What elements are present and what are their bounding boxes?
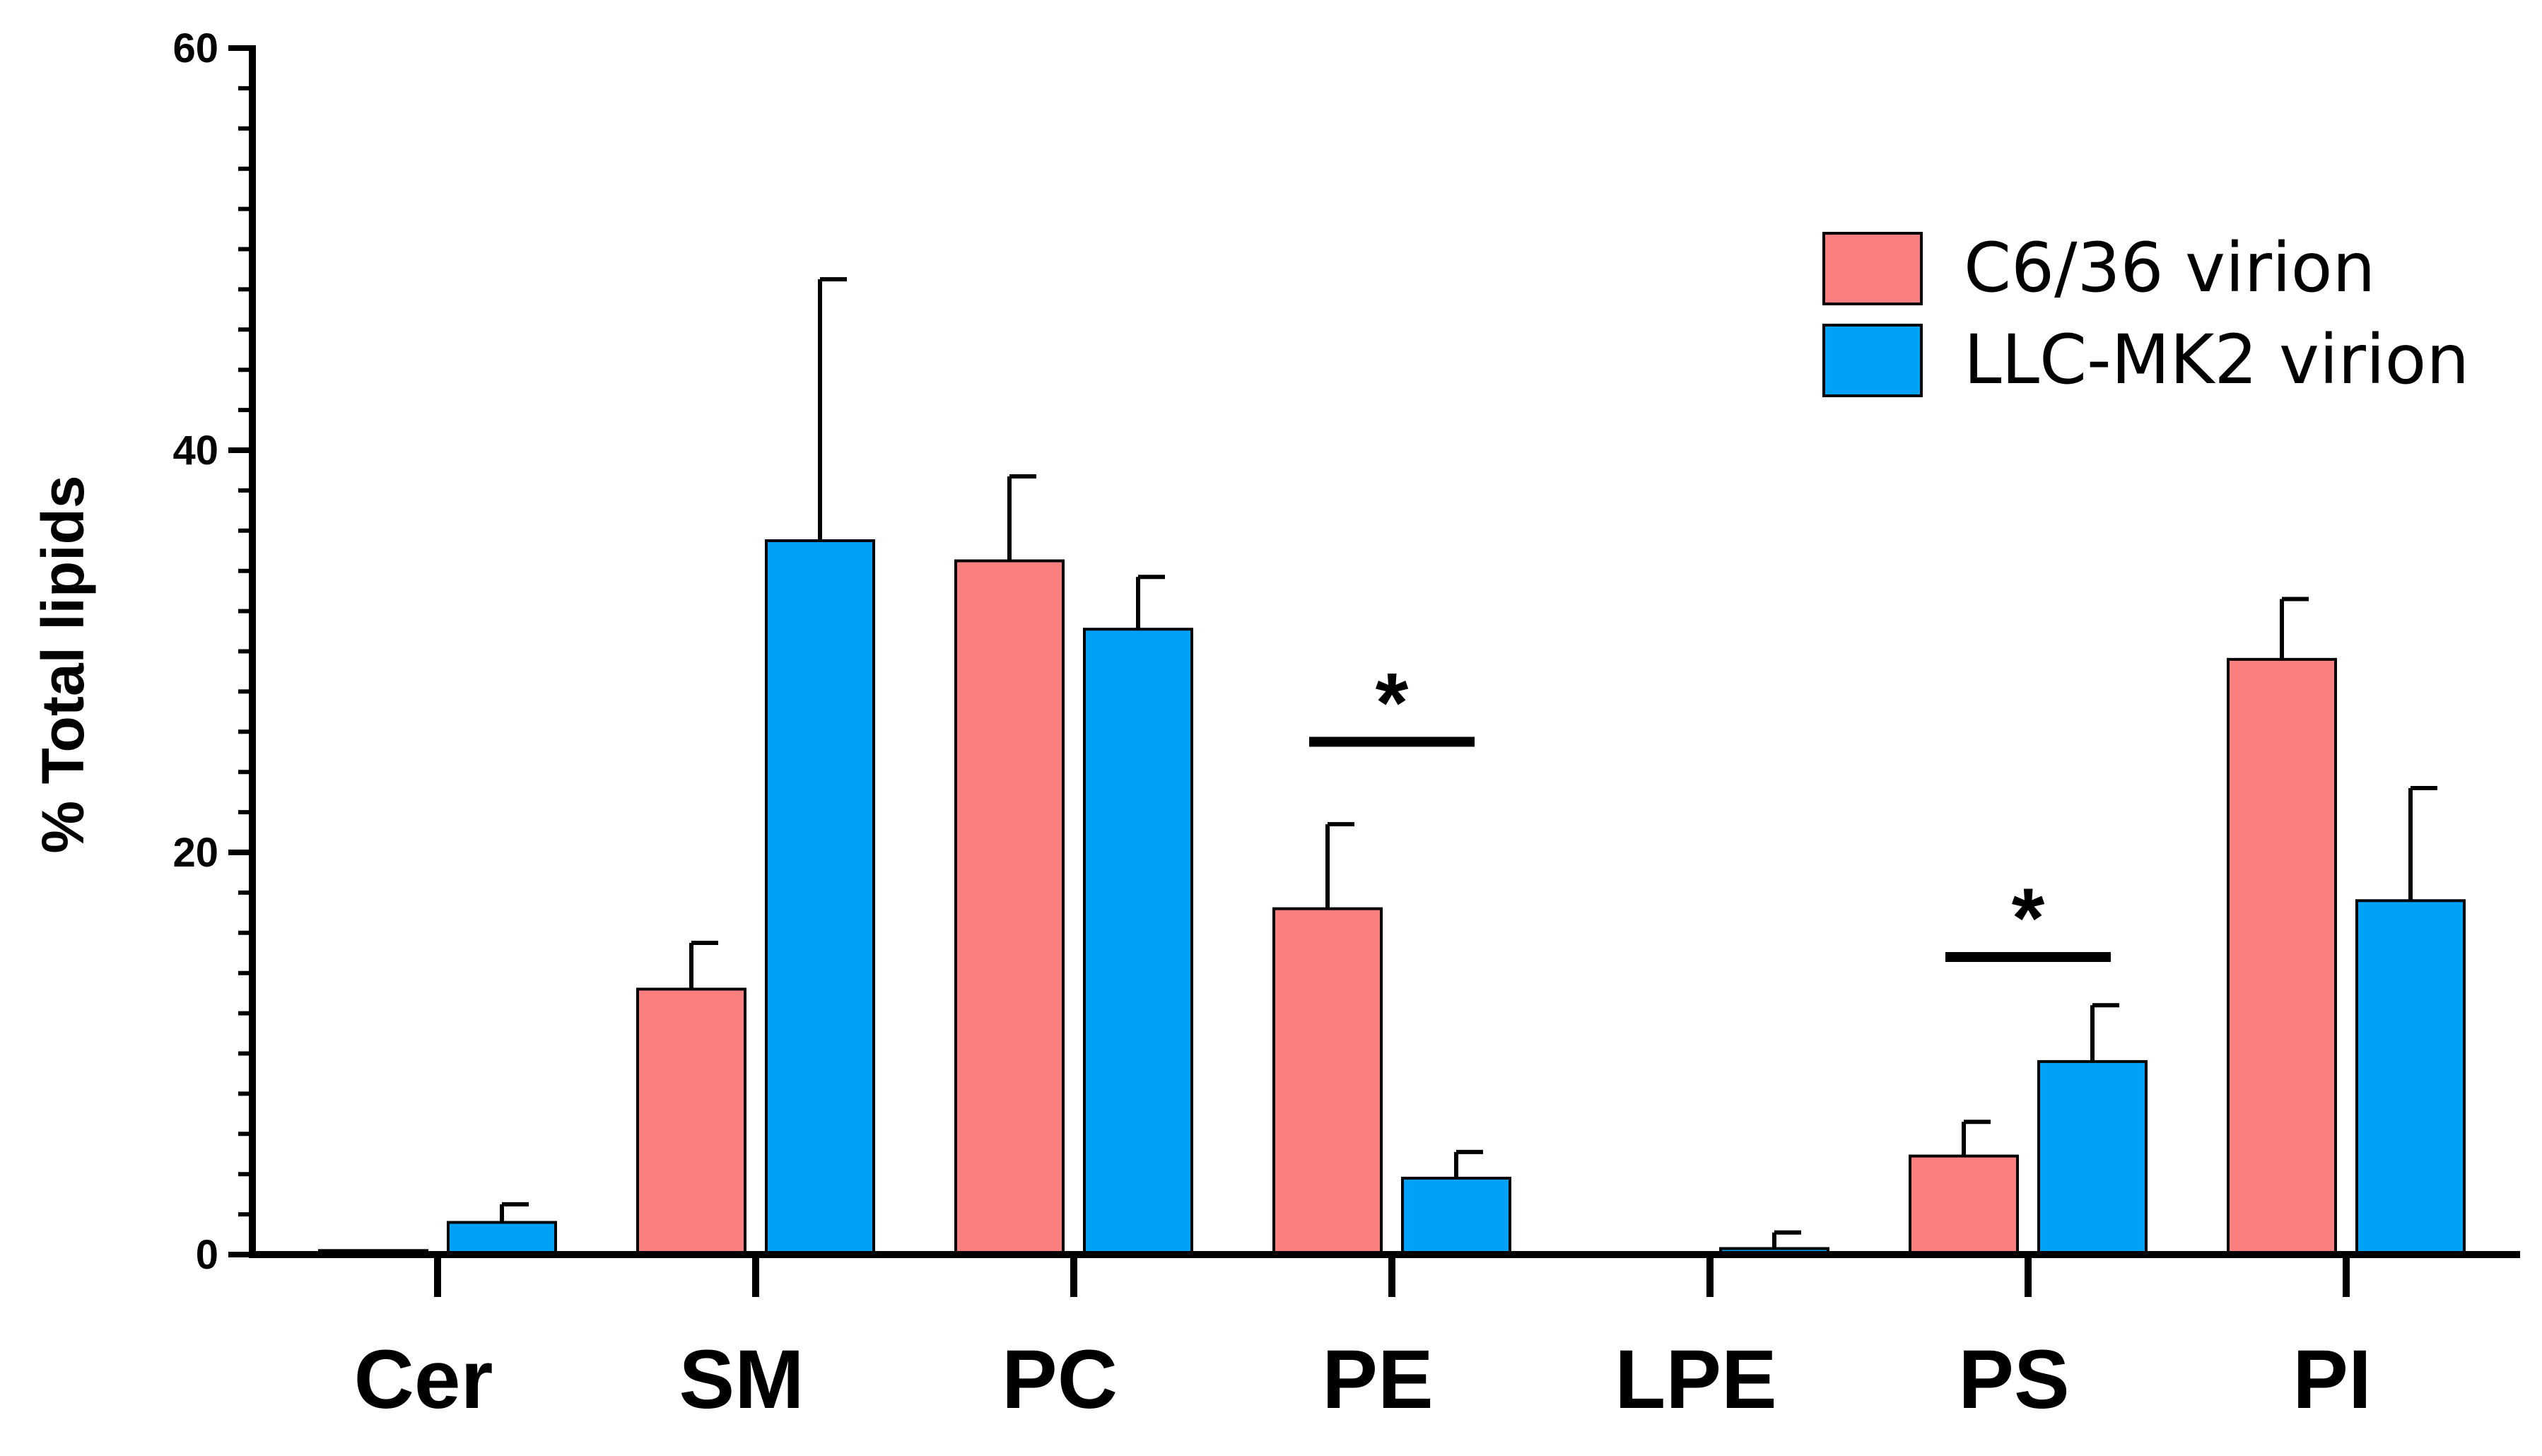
y-axis-label: % Total lipids	[30, 475, 96, 853]
legend-item-c636: C6/36 virion	[1822, 228, 2375, 307]
error-bar-c636-sm	[689, 941, 718, 990]
y-tick-label: 60	[172, 25, 218, 71]
error-bar-c636-ps	[1962, 1120, 1991, 1156]
error-bar-llcmk2-sm	[818, 277, 847, 541]
x-tick-label-pc: PC	[1002, 1333, 1118, 1426]
bar-c636-ps	[1909, 1154, 2019, 1256]
bar-llcmk2-ps	[2037, 1059, 2148, 1256]
y-tick-label: 20	[172, 830, 218, 876]
legend-swatch	[1822, 232, 1923, 305]
error-bar-c636-pi	[2280, 597, 2309, 659]
legend-item-llcmk2: LLC-MK2 virion	[1822, 320, 2469, 399]
bars-layer	[318, 539, 2466, 1257]
legend-label: C6/36 virion	[1964, 228, 2375, 307]
x-tick-label-sm: SM	[679, 1333, 804, 1426]
bar-llcmk2-pe	[1401, 1176, 1511, 1257]
legend: C6/36 virion LLC-MK2 virion	[1822, 228, 2469, 399]
y-tick-label: 0	[196, 1232, 218, 1278]
error-bar-c636-pc	[1007, 474, 1036, 561]
bar-llcmk2-pi	[2355, 899, 2466, 1257]
bar-c636-pe	[1272, 907, 1383, 1257]
error-bar-llcmk2-cer	[500, 1202, 529, 1223]
bar-c636-pi	[2227, 657, 2337, 1256]
y-tick-label: 40	[172, 428, 218, 474]
significance-annotation-pe: *	[1309, 656, 1475, 751]
bar-c636-sm	[636, 987, 746, 1256]
error-bar-c636-pe	[1325, 822, 1354, 909]
significance-annotation-ps: *	[1945, 871, 2111, 965]
bar-llcmk2-cer	[447, 1221, 557, 1256]
legend-swatch	[1822, 324, 1923, 397]
y-axis-label-group: % Total lipids	[30, 475, 96, 853]
x-tick-label-pe: PE	[1322, 1333, 1433, 1426]
x-tick-label-lpe: LPE	[1615, 1333, 1777, 1426]
x-tick-label-ps: PS	[1958, 1333, 2069, 1426]
error-bar-llcmk2-pc	[1136, 575, 1165, 630]
error-bar-llcmk2-ps	[2090, 1003, 2119, 1062]
legend-label: LLC-MK2 virion	[1964, 320, 2469, 399]
annotations-layer: **	[1309, 656, 2111, 965]
bar-llcmk2-pc	[1083, 628, 1193, 1256]
error-bar-llcmk2-pe	[1454, 1149, 1483, 1178]
axes-layer: 0 20 40 60 Cer SM PC PE LPE PS PI	[172, 25, 2520, 1426]
x-tick-label-pi: PI	[2292, 1333, 2372, 1426]
error-bars-layer	[500, 277, 2437, 1249]
bar-llcmk2-sm	[765, 539, 875, 1256]
significance-star: *	[2012, 871, 2045, 965]
error-bar-llcmk2-lpe	[1772, 1230, 1801, 1249]
bar-c636-pc	[954, 559, 1065, 1256]
x-tick-label-cer: Cer	[354, 1333, 493, 1426]
error-bar-llcmk2-pi	[2408, 785, 2437, 901]
significance-star: *	[1376, 656, 1409, 751]
